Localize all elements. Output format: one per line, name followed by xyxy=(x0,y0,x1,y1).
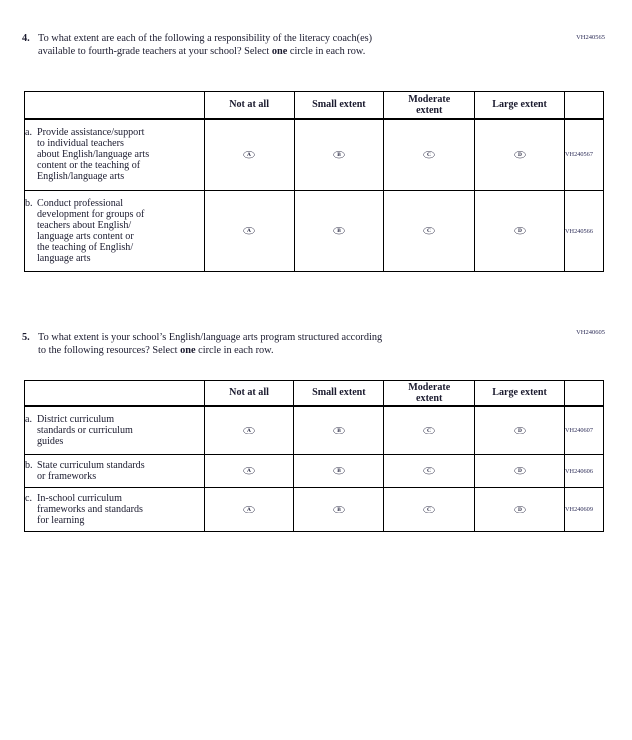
svg-text:A: A xyxy=(247,428,251,434)
svg-text:C: C xyxy=(427,507,431,513)
svg-text:D: D xyxy=(518,152,522,158)
svg-text:C: C xyxy=(427,229,431,235)
svg-text:A: A xyxy=(247,229,251,235)
svg-text:B: B xyxy=(337,152,341,158)
svg-text:B: B xyxy=(337,428,341,434)
svg-text:A: A xyxy=(247,152,251,158)
svg-text:D: D xyxy=(518,469,522,475)
svg-text:C: C xyxy=(427,428,431,434)
svg-text:A: A xyxy=(247,469,251,475)
svg-text:A: A xyxy=(247,507,251,513)
svg-text:D: D xyxy=(518,507,522,513)
svg-text:D: D xyxy=(518,229,522,235)
svg-text:B: B xyxy=(337,507,341,513)
svg-text:C: C xyxy=(427,469,431,475)
svg-text:D: D xyxy=(518,428,522,434)
svg-text:B: B xyxy=(337,229,341,235)
svg-text:C: C xyxy=(427,152,431,158)
svg-text:B: B xyxy=(337,469,341,475)
